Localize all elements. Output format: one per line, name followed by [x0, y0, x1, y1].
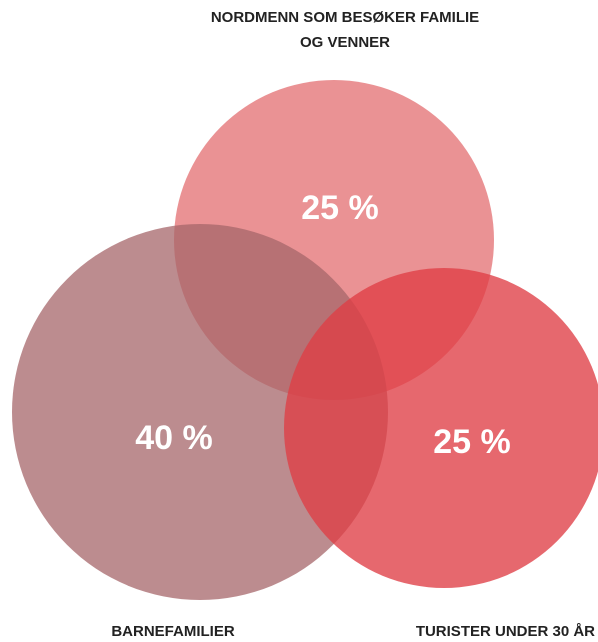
set-label: OG VENNER [300, 34, 390, 51]
circle-young-tourists [284, 268, 598, 588]
set-label: BARNEFAMILIER [111, 623, 235, 640]
circle-families [12, 224, 388, 600]
set-value: 25 % [433, 423, 511, 461]
set-label: NORDMENN SOM BESØKER FAMILIE [211, 9, 479, 26]
set-label: TURISTER UNDER 30 ÅR [416, 623, 595, 640]
set-value: 25 % [301, 189, 379, 227]
set-value: 40 % [135, 419, 213, 457]
